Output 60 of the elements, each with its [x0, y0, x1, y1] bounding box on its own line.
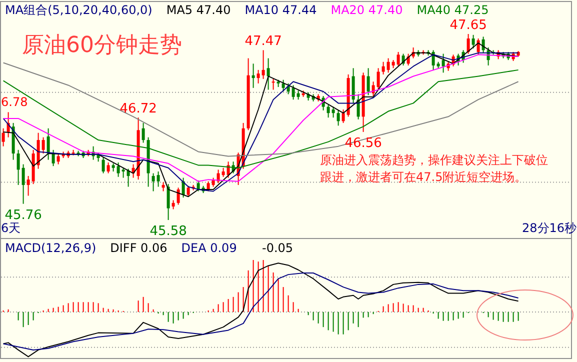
- annotation: 46.56: [344, 136, 382, 151]
- candlestick: [262, 50, 265, 80]
- candlestick: [166, 184, 170, 220]
- candlestick: [52, 149, 55, 167]
- candlestick: [336, 110, 340, 126]
- text: MA5 47.40: [166, 3, 231, 17]
- candlestick: [282, 79, 285, 92]
- candlestick: [142, 122, 145, 144]
- annotation: 47.65: [450, 18, 487, 33]
- candlestick: [292, 84, 295, 100]
- legend-title: MACD(12,26,9): [5, 241, 96, 255]
- candlestick: [42, 136, 45, 154]
- candlestick: [186, 185, 190, 198]
- candlestick: [472, 34, 475, 49]
- candlestick: [386, 58, 390, 74]
- text: MA10 47.44: [244, 3, 317, 17]
- candlestick: [122, 167, 125, 178]
- text: DIFF 0.06: [110, 241, 168, 255]
- text: 28分16秒: [522, 221, 577, 235]
- candlestick: [26, 175, 30, 196]
- candlestick: [342, 108, 345, 124]
- candlestick: [46, 128, 50, 160]
- text: -0.05: [262, 241, 294, 255]
- candlestick: [56, 153, 60, 165]
- candlestick: [442, 53, 445, 74]
- annotation: 45.76: [4, 208, 42, 223]
- candlestick: [352, 68, 355, 104]
- candlestick: [16, 149, 20, 186]
- candlestick: [2, 128, 5, 147]
- candlestick: [266, 58, 270, 90]
- candlestick: [376, 68, 380, 90]
- chart-title: 原油60分钟走势: [22, 33, 182, 58]
- candlestick: [102, 156, 105, 174]
- candlestick: [176, 187, 180, 206]
- annotation: 46.72: [120, 102, 157, 117]
- text: MA20 47.40: [330, 3, 403, 17]
- candlestick: [196, 180, 200, 192]
- legend-title: MA组合(5,10,20,40,60,0): [5, 3, 152, 17]
- annotation: 47.47: [244, 34, 282, 50]
- candlestick: [152, 172, 155, 192]
- annotation: 6.78: [1, 95, 28, 109]
- candlestick: [326, 104, 330, 118]
- candlestick: [466, 34, 470, 54]
- text: MA40 47.25: [416, 3, 489, 17]
- candlestick: [366, 68, 370, 96]
- candlestick: [116, 162, 120, 178]
- annotation: 45.58: [150, 224, 187, 239]
- candlestick: [332, 106, 335, 118]
- candlestick: [252, 63, 255, 88]
- candlestick: [382, 61, 385, 75]
- candlestick: [106, 162, 110, 174]
- candlestick: [256, 69, 260, 84]
- annotation: 原油进入震荡趋势，操作建议关注上下破位跟进，激进者可在47.5附近短空进场。: [320, 152, 549, 186]
- text: 6天: [1, 221, 21, 235]
- candlestick: [396, 51, 400, 67]
- text: DEA 0.09: [181, 241, 237, 255]
- candlestick: [22, 164, 25, 204]
- candlestick: [156, 170, 160, 188]
- candlestick: [372, 81, 375, 96]
- candlestick: [272, 78, 275, 90]
